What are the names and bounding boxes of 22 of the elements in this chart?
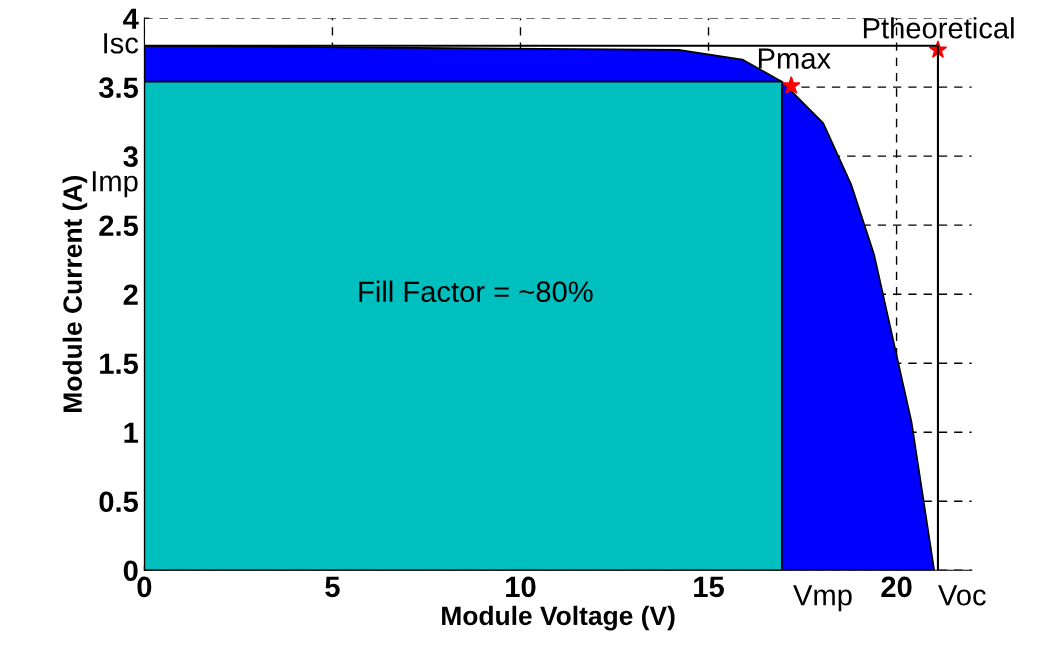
y-tick-label: 1.5	[100, 353, 139, 375]
x-tick-label: 10	[506, 576, 536, 598]
annotation: Ptheoretical	[863, 17, 1014, 39]
y-tick-label: 2.5	[99, 215, 139, 237]
y-tick-label: 0.5	[99, 491, 139, 513]
y-tick-label: 4	[123, 8, 139, 29]
y-axis-title: Module Current (A)	[62, 176, 88, 412]
x-tick-label: 15	[694, 576, 724, 598]
annotation: Pmax	[758, 48, 831, 69]
annotation: Isc	[104, 33, 139, 54]
annotation: Fill Factor = ~80%	[359, 280, 593, 303]
annotation: Vmp	[793, 585, 852, 612]
y-tick-label: 0	[123, 560, 138, 582]
annotation: Voc	[938, 585, 986, 606]
x-tick-label: 5	[325, 576, 340, 598]
annotation: Imp	[92, 171, 138, 198]
x-tick-label: 20	[881, 576, 912, 598]
y-tick-label: 2	[123, 284, 138, 305]
y-tick-label: 1	[124, 422, 139, 443]
y-tick-label: 3	[123, 146, 138, 168]
x-axis-title: Module Voltage (V)	[442, 605, 675, 631]
y-tick-label: 3.5	[98, 77, 139, 99]
